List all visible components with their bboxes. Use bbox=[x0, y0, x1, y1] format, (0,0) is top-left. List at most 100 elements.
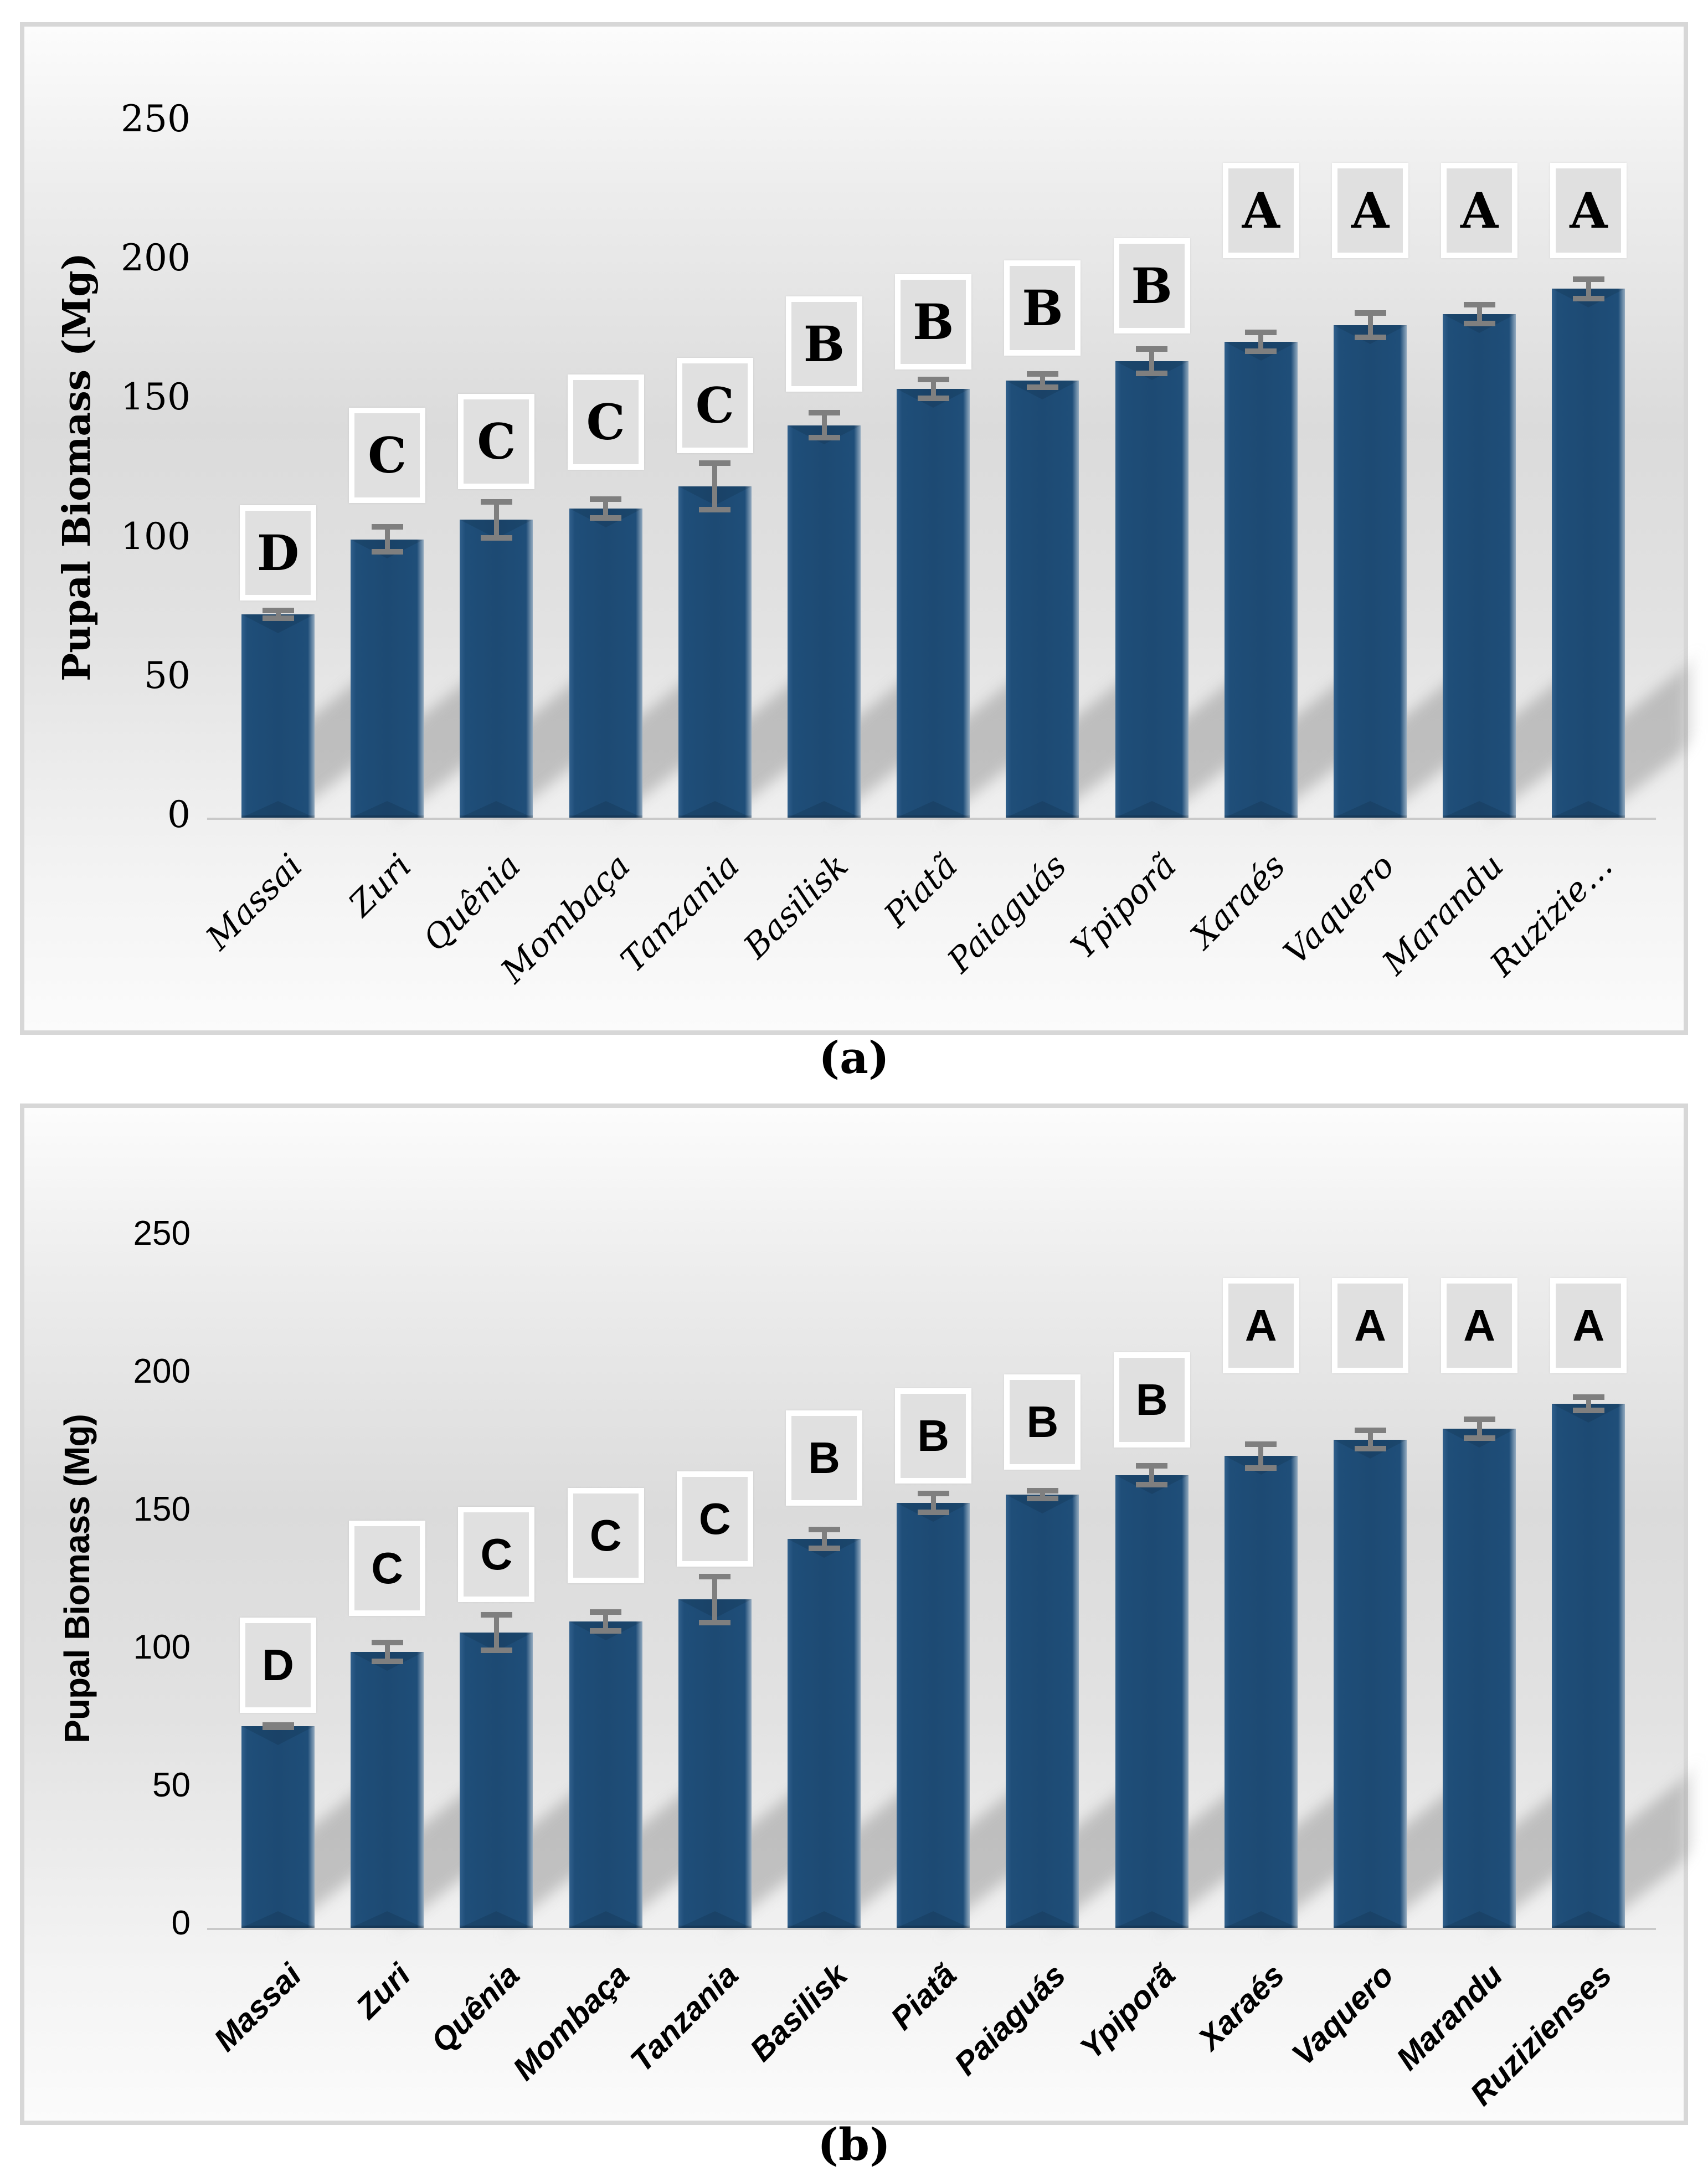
error-bar bbox=[699, 1573, 731, 1625]
x-category-label: Basilisk bbox=[736, 846, 856, 966]
x-category-label: Piatã bbox=[877, 846, 965, 935]
significance-letter-box: B bbox=[895, 274, 972, 370]
significance-letter-box: B bbox=[1004, 260, 1081, 356]
x-category-label: Zuri bbox=[341, 846, 419, 925]
y-tick-label: 50 bbox=[144, 654, 191, 697]
bar bbox=[241, 1726, 315, 1928]
error-bar bbox=[917, 1491, 949, 1515]
bar bbox=[1224, 1456, 1298, 1928]
significance-letter-box: A bbox=[1332, 1278, 1408, 1374]
x-category-label: Marandu bbox=[1375, 846, 1511, 983]
y-tick-label: 100 bbox=[121, 515, 191, 558]
significance-letter-box: C bbox=[458, 394, 535, 490]
chart-panel-b: Pupal Biomass (Mg) 250 200 150 100 50 0 D Massa… bbox=[20, 1104, 1689, 2125]
error-bar bbox=[1026, 371, 1058, 391]
x-axis-line bbox=[207, 1928, 1656, 1930]
bar bbox=[351, 1652, 424, 1928]
error-bar bbox=[1463, 1416, 1495, 1441]
significance-letter-box: C bbox=[676, 1471, 753, 1567]
x-category-label: Massai bbox=[198, 846, 310, 958]
error-bar bbox=[699, 460, 731, 513]
bar bbox=[241, 614, 315, 818]
x-category-label: Ruzizie… bbox=[1483, 846, 1620, 984]
significance-letter-box: B bbox=[1113, 238, 1190, 333]
error-bar bbox=[480, 1612, 512, 1653]
chart-panel-a: Pupal Biomass (Mg) 250 200 150 100 50 0 D Massa… bbox=[20, 22, 1689, 1035]
bar bbox=[788, 425, 861, 818]
significance-letter-box: B bbox=[1004, 1374, 1081, 1470]
error-bar bbox=[480, 499, 512, 541]
error-bar bbox=[371, 1640, 403, 1664]
significance-letter-box: B bbox=[895, 1388, 972, 1484]
x-category-label: Mombaça bbox=[493, 846, 638, 991]
significance-letter-box: C bbox=[458, 1507, 535, 1603]
significance-letter-box: C bbox=[676, 357, 753, 453]
bar bbox=[569, 509, 642, 818]
error-bar bbox=[262, 1722, 294, 1731]
bar bbox=[1552, 1403, 1625, 1928]
bar bbox=[1224, 341, 1298, 818]
x-category-label: Paiaguás bbox=[940, 846, 1074, 981]
error-bar bbox=[590, 496, 622, 521]
significance-letter-box: A bbox=[1441, 163, 1518, 259]
x-category-label: Ypiporã bbox=[1063, 846, 1184, 967]
error-bar bbox=[808, 410, 840, 440]
y-tick-label: 150 bbox=[121, 376, 191, 419]
significance-letter-box: A bbox=[1222, 1278, 1299, 1374]
significance-letter-box: A bbox=[1332, 163, 1408, 259]
x-category-label: Tanzania bbox=[613, 846, 747, 980]
error-bar bbox=[1463, 301, 1495, 326]
y-tick-label: 250 bbox=[121, 97, 191, 140]
significance-letter-box: D bbox=[240, 1617, 316, 1713]
y-tick-label: 50 bbox=[152, 1766, 191, 1804]
error-bar bbox=[1136, 1463, 1168, 1488]
significance-letter-box: C bbox=[567, 1487, 644, 1583]
error-bar bbox=[1136, 346, 1168, 377]
bar bbox=[678, 486, 752, 818]
significance-letter-box: C bbox=[349, 1521, 426, 1616]
bar bbox=[1115, 361, 1189, 818]
error-bar bbox=[262, 608, 294, 622]
y-tick-label: 0 bbox=[171, 1904, 191, 1942]
significance-letter-box: B bbox=[1113, 1352, 1190, 1448]
error-bar bbox=[1245, 1441, 1277, 1471]
significance-letter-box: B bbox=[786, 296, 862, 392]
significance-letter-box: B bbox=[786, 1410, 862, 1506]
y-tick-label: 250 bbox=[133, 1214, 191, 1253]
significance-letter-box: C bbox=[349, 408, 426, 504]
bar bbox=[351, 539, 424, 818]
error-bar bbox=[1245, 329, 1277, 355]
error-bar bbox=[1572, 1394, 1604, 1413]
bar bbox=[897, 389, 970, 818]
significance-letter-box: D bbox=[240, 505, 316, 601]
bar bbox=[460, 520, 533, 818]
x-category-label: Xaraés bbox=[1183, 846, 1293, 956]
error-bar bbox=[1026, 1488, 1058, 1501]
error-bar bbox=[1354, 310, 1386, 341]
error-bar bbox=[917, 377, 949, 402]
bar bbox=[569, 1621, 642, 1928]
x-axis-line bbox=[207, 818, 1656, 820]
significance-letter-box: A bbox=[1222, 163, 1299, 259]
panel-caption-b: (b) bbox=[817, 2118, 891, 2170]
bar bbox=[1552, 289, 1625, 818]
bar bbox=[1334, 1439, 1407, 1928]
significance-letter-box: C bbox=[567, 374, 644, 470]
bar bbox=[460, 1633, 533, 1928]
error-bar bbox=[1572, 276, 1604, 301]
y-tick-label: 100 bbox=[133, 1628, 191, 1666]
bar bbox=[678, 1599, 752, 1928]
error-bar bbox=[590, 1609, 622, 1634]
bar bbox=[1115, 1475, 1189, 1928]
significance-letter-box: A bbox=[1550, 163, 1627, 259]
y-tick-label: 200 bbox=[133, 1352, 191, 1390]
y-tick-label: 150 bbox=[133, 1490, 191, 1528]
error-bar bbox=[808, 1526, 840, 1551]
panel-caption-a: (a) bbox=[819, 1031, 889, 1084]
bar bbox=[1006, 1495, 1079, 1928]
bar bbox=[1334, 325, 1407, 818]
bar bbox=[1443, 1428, 1516, 1928]
y-tick-label: 0 bbox=[167, 793, 191, 836]
bar bbox=[788, 1538, 861, 1928]
